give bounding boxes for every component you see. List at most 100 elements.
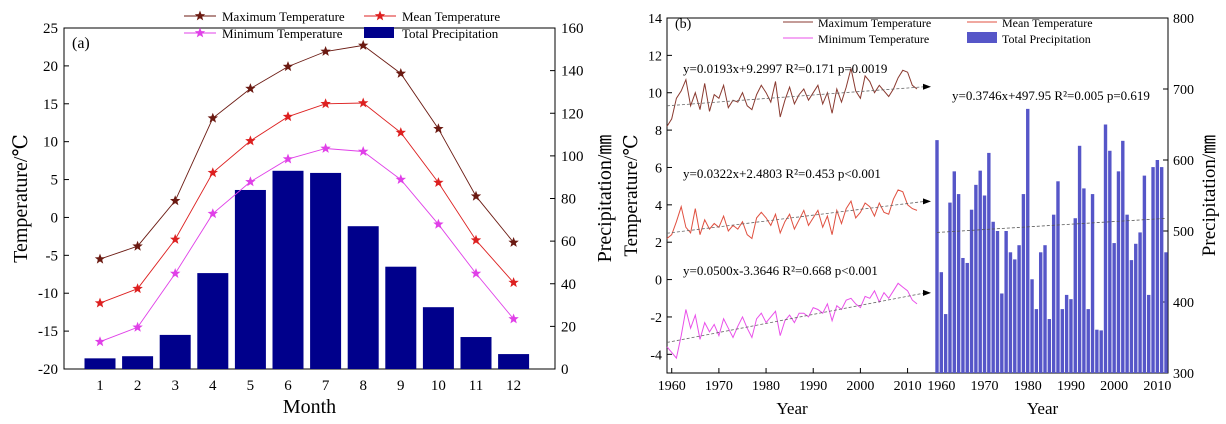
precip-bar	[943, 314, 948, 373]
precip-bar	[234, 189, 266, 369]
y-left-tick-label: -20	[38, 362, 58, 378]
y-left-tick-label: -5	[46, 248, 59, 264]
y-right-tick-label: 800	[1173, 12, 1194, 27]
precip-bar	[1038, 252, 1043, 373]
precip-bar	[347, 226, 379, 369]
panel-label: (b)	[675, 17, 692, 32]
panel-label: (a)	[72, 35, 90, 52]
x-tick-label: 1980	[752, 379, 780, 394]
precip-bar	[1164, 252, 1168, 373]
temp-marker	[470, 234, 482, 245]
precip-trend-line	[936, 217, 1167, 233]
temp-marker	[395, 174, 406, 184]
y-right-axis-label: Precipitation/㎜	[1199, 135, 1220, 256]
trend-equation: y=0.0322x+2.4803 R²=0.453 p<0.001	[683, 166, 881, 181]
precip-bar	[272, 170, 304, 369]
temp-marker	[358, 39, 369, 50]
y-left-tick-label: 10	[648, 87, 662, 102]
y-left-tick-label: 15	[43, 97, 58, 113]
legend-label: Maximum Temperature	[818, 16, 931, 30]
y-left-tick-label: 4	[655, 199, 662, 214]
precip-bar	[310, 172, 342, 369]
trend-equation: y=0.0500x-3.3646 R²=0.668 p<0.001	[683, 263, 878, 278]
y-right-tick-label: 400	[1173, 296, 1194, 311]
y-left-tick-label: -4	[650, 348, 662, 363]
trend-line	[666, 200, 926, 234]
temp-marker	[207, 167, 218, 178]
x-tick-label: 3	[171, 378, 179, 394]
x-tick-label: 1970	[705, 379, 733, 394]
precip-bar	[1159, 167, 1164, 373]
y-right-tick-label: 600	[1173, 154, 1194, 169]
temp-marker	[320, 98, 331, 109]
precip-bar	[987, 152, 991, 373]
precip-bar	[1034, 309, 1039, 373]
precip-bar	[1155, 160, 1160, 373]
x-tick-label: 2010	[1143, 379, 1171, 394]
y-left-tick-label: 2	[655, 236, 662, 251]
temp-marker	[320, 46, 331, 56]
precip-bar	[1017, 245, 1021, 373]
precip-bar	[1121, 140, 1125, 373]
legend-label: Minimum Temperature	[222, 26, 343, 41]
precip-bar	[1013, 259, 1017, 373]
temp-marker	[245, 176, 256, 187]
temp-marker	[508, 237, 519, 247]
temp-marker	[433, 177, 444, 187]
y-left-axis-label: Temperature/℃	[621, 134, 642, 256]
precip-bar	[1142, 175, 1147, 373]
y-right-tick-label: 40	[561, 277, 576, 293]
precip-bar	[84, 358, 116, 369]
y-right-tick-label: 160	[561, 21, 584, 37]
temp-marker	[320, 143, 331, 153]
precip-bar	[498, 354, 530, 369]
y-right-tick-label: 300	[1173, 367, 1194, 382]
precip-bar	[1082, 188, 1086, 373]
temp-marker	[358, 97, 369, 108]
y-left-tick-label: 25	[43, 21, 58, 37]
precip-bar	[1026, 108, 1030, 373]
temp-marker	[94, 253, 106, 264]
precip-bar	[1134, 243, 1138, 373]
plot-frame	[666, 17, 1169, 374]
precip-bar	[939, 272, 944, 373]
legend-label: Maximum Temperature	[222, 9, 345, 24]
precip-bar	[1099, 330, 1103, 373]
trend-line	[666, 86, 926, 107]
precip-bar	[948, 202, 952, 373]
temp-marker	[358, 146, 369, 156]
temp-marker	[207, 208, 218, 219]
precip-bar	[1004, 231, 1008, 373]
trend-line	[666, 292, 926, 343]
precip-bar	[1030, 279, 1034, 373]
x-tick-label: 2	[134, 378, 142, 394]
temp-marker	[245, 135, 256, 146]
trend-arrow	[923, 83, 931, 90]
x-tick-label: 8	[359, 378, 367, 394]
x-tick-label: 7	[322, 378, 330, 394]
precip-bar	[1112, 243, 1116, 373]
precip-bar	[995, 231, 1000, 373]
legend-marker	[194, 10, 206, 21]
temp-marker	[170, 195, 181, 206]
temp-marker	[132, 240, 143, 251]
temp-marker	[282, 111, 294, 122]
x-tick-label: 1990	[799, 379, 827, 394]
temp-line	[99, 148, 514, 343]
precip-bar	[159, 334, 191, 369]
temp-marker	[282, 153, 294, 164]
legend-swatch	[967, 32, 997, 43]
y-left-tick-label: -2	[650, 311, 662, 326]
temp-marker	[470, 190, 482, 201]
precip-bar	[1108, 150, 1112, 373]
trend-equation: y=0.0193x+9.2997 R²=0.171 p=0.0019	[683, 61, 887, 76]
x-tick-label: 9	[397, 378, 405, 394]
y-left-tick-label: 14	[648, 12, 662, 27]
precip-bar	[1051, 214, 1056, 373]
y-right-tick-label: 120	[561, 106, 584, 122]
panel-a: -20-15-10-505101520250204060801001201401…	[10, 9, 616, 418]
y-right-tick-label: 60	[561, 234, 576, 250]
plot-frame	[63, 27, 556, 370]
precip-bar	[982, 195, 987, 373]
y-left-tick-label: -10	[38, 286, 58, 302]
